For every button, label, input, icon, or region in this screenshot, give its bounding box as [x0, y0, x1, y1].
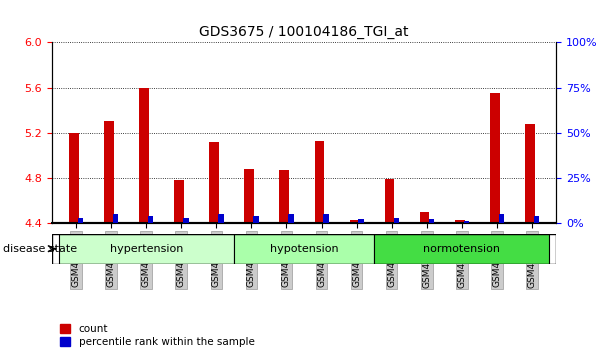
Bar	[218, 214, 224, 223]
FancyBboxPatch shape	[374, 234, 549, 264]
Bar	[429, 219, 434, 223]
Bar	[534, 216, 539, 223]
Bar	[385, 179, 395, 223]
Bar	[209, 142, 219, 223]
Bar	[174, 180, 184, 223]
Bar	[464, 221, 469, 223]
Bar	[104, 121, 114, 223]
Bar	[350, 219, 359, 223]
Bar	[139, 88, 149, 223]
Bar	[359, 219, 364, 223]
Bar	[314, 141, 324, 223]
FancyBboxPatch shape	[59, 234, 234, 264]
Bar	[489, 93, 500, 223]
Bar	[254, 216, 258, 223]
Bar	[288, 214, 294, 223]
Title: GDS3675 / 100104186_TGI_at: GDS3675 / 100104186_TGI_at	[199, 25, 409, 39]
FancyBboxPatch shape	[234, 234, 374, 264]
Bar	[113, 214, 119, 223]
Bar	[78, 218, 83, 223]
Bar	[244, 169, 254, 223]
Bar	[393, 218, 399, 223]
Bar	[455, 219, 465, 223]
Text: disease state: disease state	[3, 244, 77, 254]
Bar	[280, 170, 289, 223]
Legend: count, percentile rank within the sample: count, percentile rank within the sample	[60, 324, 255, 347]
Bar	[525, 124, 534, 223]
Bar	[323, 214, 329, 223]
Text: normotension: normotension	[423, 244, 500, 254]
Bar	[148, 216, 153, 223]
Bar	[69, 133, 79, 223]
Text: hypotension: hypotension	[270, 244, 338, 254]
Bar	[420, 212, 429, 223]
Text: hypertension: hypertension	[109, 244, 183, 254]
Bar	[499, 214, 504, 223]
Bar	[183, 218, 188, 223]
